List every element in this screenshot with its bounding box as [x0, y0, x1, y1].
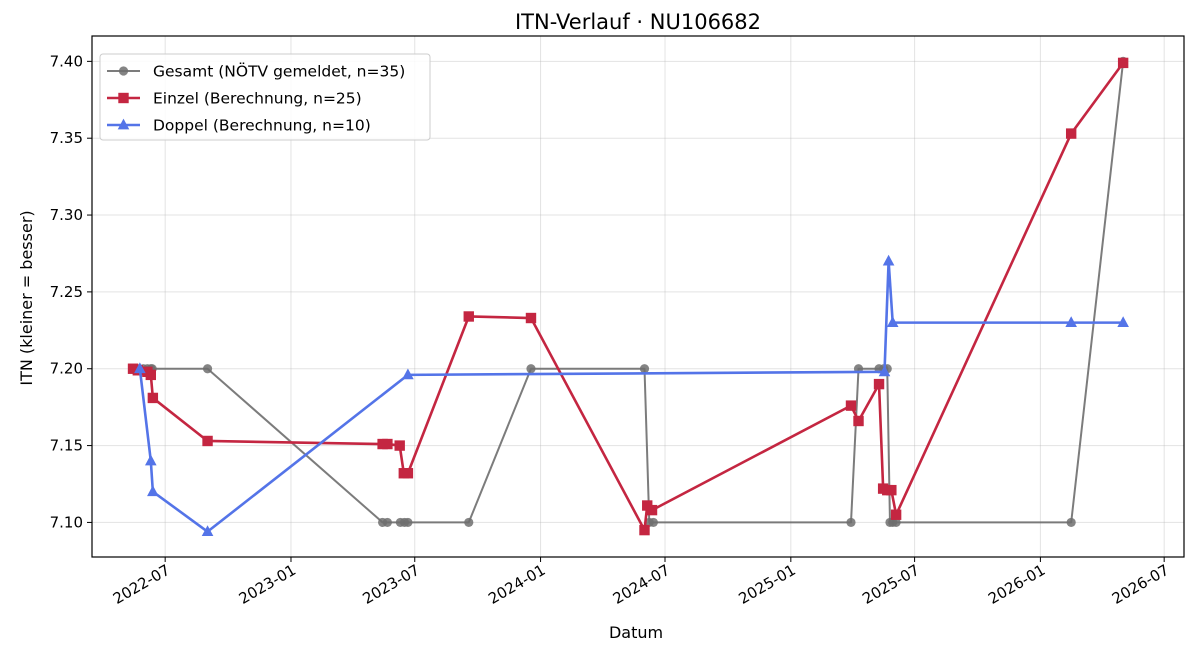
series-einzel [127, 57, 1129, 536]
data-point [134, 362, 146, 374]
y-tick-label: 7.15 [50, 437, 83, 455]
data-point [886, 484, 897, 496]
legend-label: Gesamt (NÖTV gemeldet, n=35) [153, 62, 405, 81]
legend-label: Doppel (Berechnung, n=10) [153, 117, 371, 135]
legend-label: Einzel (Berechnung, n=25) [153, 90, 362, 108]
data-point [382, 517, 392, 528]
legend-box [99, 53, 431, 141]
data-point [873, 378, 885, 390]
data-point [878, 365, 891, 377]
data-point [463, 311, 474, 322]
data-point [646, 504, 658, 516]
legend-item: Einzel (Berechnung, n=25) [107, 90, 362, 108]
data-point [526, 364, 536, 374]
data-point [202, 435, 213, 447]
data-point [639, 364, 650, 374]
legend-item: Gesamt (NÖTV gemeldet, n=35) [107, 62, 405, 81]
chart-title: ITN-Verlauf · NU106682 [515, 10, 761, 34]
legend-item: Doppel (Berechnung, n=10) [107, 117, 371, 135]
data-point [891, 517, 901, 528]
data-point [201, 525, 214, 537]
data-point [147, 485, 159, 497]
data-point [525, 312, 537, 324]
data-point [147, 392, 159, 404]
legend-swatch-marker [118, 66, 129, 76]
data-point [648, 517, 658, 528]
data-point [382, 438, 393, 450]
data-point [639, 524, 650, 536]
data-point [402, 468, 414, 479]
legend: Gesamt (NÖTV gemeldet, n=35) Einzel (Bere… [99, 53, 431, 141]
legend-swatch-marker [118, 92, 129, 104]
data-point [890, 509, 902, 520]
y-axis-title: ITN (kleiner = besser) [17, 210, 36, 385]
data-point [1117, 316, 1129, 328]
x-axis-title: Datum [609, 623, 663, 642]
data-point [394, 440, 405, 451]
y-tick-label: 7.30 [50, 206, 83, 224]
data-point [464, 517, 474, 528]
y-tick-label: 7.25 [50, 283, 83, 301]
series-line [138, 259, 1124, 533]
data-point [1065, 316, 1077, 328]
y-tick-label: 7.20 [50, 360, 83, 378]
series-layer [127, 56, 1129, 537]
data-point [145, 454, 157, 466]
data-point [1117, 57, 1129, 69]
y-tick-label: 7.10 [50, 513, 83, 531]
data-point [846, 517, 856, 528]
y-tick-label: 7.40 [50, 52, 83, 70]
plot-frame [91, 35, 1185, 558]
data-point [886, 316, 899, 328]
series-doppel [134, 254, 1129, 537]
data-point [1065, 128, 1077, 139]
data-point [403, 517, 413, 528]
y-tick-label: 7.35 [50, 129, 83, 147]
data-point [402, 368, 414, 380]
data-point [882, 254, 895, 266]
data-point [145, 369, 157, 381]
legend-swatch-marker [117, 118, 130, 130]
data-point [845, 400, 857, 411]
data-point [853, 415, 864, 427]
data-point [202, 364, 213, 374]
data-point [1066, 517, 1076, 528]
